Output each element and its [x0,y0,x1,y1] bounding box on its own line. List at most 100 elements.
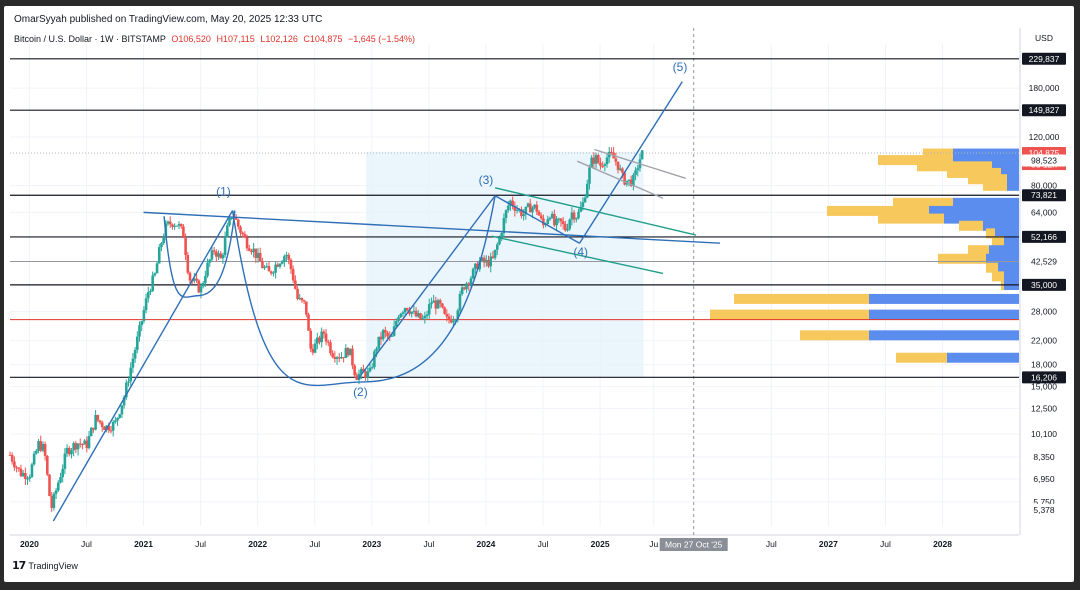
price-tick-label: 10,100 [1031,429,1057,439]
candle-body [318,337,321,343]
candle-body [480,257,484,261]
symbol-name[interactable]: Bitcoin / U.S. Dollar · 1W · BITSTAMP [14,34,166,44]
candle-body [217,253,220,257]
candle-body [17,467,21,469]
candle-body [572,212,576,220]
trendline-impulse-1[interactable] [52,210,234,522]
trendline-channel-upper[interactable] [494,187,697,236]
candle-body [278,263,282,267]
candle-body [566,228,569,231]
candle-body [326,341,330,343]
horizontal-levels [10,58,1019,378]
price-tick-label: 5,750 [1033,497,1055,507]
candle-body [129,367,133,382]
candle-body [559,218,563,222]
candle-body [401,312,405,314]
level-price-tag-bg [1022,371,1066,384]
trendline-flag-lower[interactable] [576,160,664,199]
candle-body [166,221,170,224]
cursor-date-bg [659,538,728,551]
candle-body [634,170,637,176]
time-tick-label: 2021 [134,539,153,549]
candle-body [153,273,157,276]
candle-body [623,172,626,185]
candle-body [331,353,334,357]
candle-body [182,226,185,238]
candle-body [408,310,411,314]
vp-sell-bar [968,174,1007,185]
ohlc-open: O106,520 [171,34,211,44]
candle-body [370,367,374,369]
candle-body [425,314,429,316]
candle-body [157,247,161,264]
candle-body [193,278,196,281]
candle-body [533,204,536,208]
candle-body [465,283,468,290]
vp-buy-bar [995,228,1019,239]
trendline-channel-lower[interactable] [491,235,664,275]
candle-body [140,321,144,326]
candle-body [228,218,231,226]
candle-body [171,224,174,227]
arc-big-cup[interactable] [231,195,496,387]
candle-body [581,202,585,207]
candle-body [149,291,152,293]
candle-body [269,271,273,274]
arc-small-cup[interactable] [163,210,236,298]
candle-body [337,357,341,359]
candle-body [531,207,534,213]
wave-label: (3) [479,173,494,187]
candle-body [195,278,198,281]
candle-body [144,298,148,311]
price-chart[interactable]: (1) (2) (3) (4) (5) USD 180,000 120,000 80,000 6… [4,6,1074,582]
candle-body [489,256,493,267]
range-box-rect[interactable] [366,151,644,377]
tradingview-logo[interactable]: 𝟭𝟳 TradingView [12,559,78,572]
time-tick-label: 2020 [20,539,39,549]
candle-body [35,450,38,454]
price-tick-label: 18,000 [1031,360,1057,370]
trendline-long-resistance[interactable] [143,211,720,244]
vp-buy-bar [953,155,1019,166]
symbol-legend[interactable]: Bitcoin / U.S. Dollar · 1W · BITSTAMP O1… [14,34,418,44]
candle-body [298,298,302,300]
candle-body [603,164,607,166]
price-tick-label: 80,000 [1031,181,1057,191]
wave-label: (1) [216,185,231,199]
vp-sell-bar [893,197,953,208]
level-price-tag: 149,827 [1029,105,1060,115]
time-tick-label: Jul [195,539,206,549]
vp-sell-bar [992,236,1004,247]
candle-body [179,223,183,227]
candle-body [67,448,71,455]
candle-body [577,211,580,219]
candle-body [520,209,523,217]
candle-body [564,224,567,231]
candle-body [542,218,545,226]
trendline-wave-5-up[interactable] [578,81,683,244]
candle-body [395,321,398,327]
candle-body [405,308,409,311]
vp-sell-bar [968,245,989,256]
vp-sell-bar [800,330,869,341]
candle-body [522,214,525,217]
trendlines [52,81,720,522]
candle-body [197,280,201,293]
candle-body [379,336,383,340]
trendline-flag-upper[interactable] [594,148,686,179]
candle-body [142,310,146,322]
candle-body [546,219,550,225]
candle-body [65,448,69,454]
candle-body [83,440,86,445]
candle-body [252,248,255,253]
candle-body [528,203,532,213]
candle-body [599,162,602,166]
candle-body [614,158,618,162]
candle-body [30,464,34,477]
candle-body [63,453,67,469]
candle-body [610,151,613,153]
vp-sell-bar [878,213,944,224]
trendline-wave-3-up[interactable] [357,195,496,380]
candle-body [621,168,624,173]
candle-body [399,313,403,318]
